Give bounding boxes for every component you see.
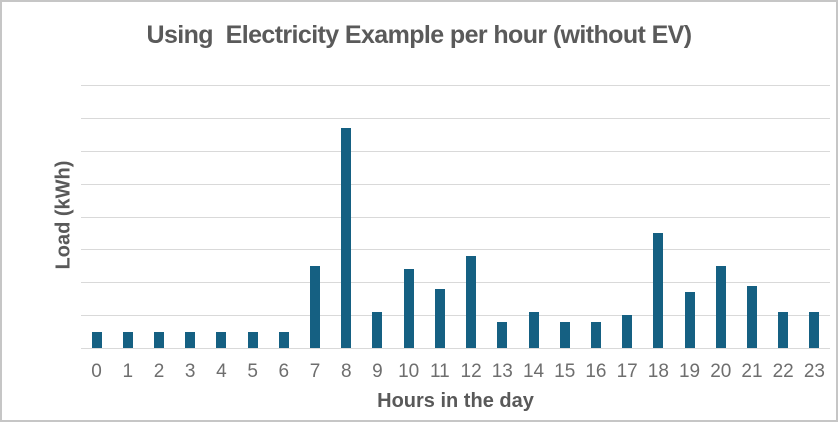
- x-tick-label-7: 7: [309, 361, 321, 382]
- x-tick-label-10: 10: [398, 361, 420, 382]
- bar-hour-3: [185, 331, 196, 348]
- chart-title: Using Electricity Example per hour (with…: [146, 21, 693, 49]
- gridline: [81, 183, 830, 185]
- x-tick-label-8: 8: [340, 361, 352, 382]
- bar-hour-15: [559, 321, 570, 348]
- bar-hour-4: [216, 331, 227, 348]
- bar-hour-0: [91, 331, 102, 348]
- x-axis-line: [81, 348, 830, 349]
- bar-hour-11: [434, 288, 445, 348]
- x-tick-label-13: 13: [491, 361, 513, 382]
- bar-hour-2: [154, 331, 165, 348]
- bar-hour-20: [715, 265, 726, 348]
- bar-hour-9: [372, 311, 383, 348]
- bar-hour-18: [653, 232, 664, 348]
- bar-hour-19: [684, 292, 695, 348]
- x-tick-label-15: 15: [554, 361, 576, 382]
- bar-hour-13: [497, 321, 508, 348]
- x-tick-label-1: 1: [122, 361, 134, 382]
- bar-hour-7: [310, 265, 321, 348]
- x-tick-label-0: 0: [91, 361, 102, 382]
- bar-hour-12: [466, 255, 477, 348]
- bar-hour-1: [122, 331, 133, 348]
- x-tick-label-22: 22: [772, 361, 794, 382]
- bar-hour-5: [247, 331, 258, 348]
- bar-hour-14: [528, 311, 539, 348]
- x-tick-label-11: 11: [430, 361, 450, 382]
- x-tick-label-5: 5: [247, 361, 258, 382]
- bar-hour-22: [778, 311, 789, 348]
- gridline: [81, 150, 830, 152]
- bar-hour-6: [278, 331, 289, 348]
- gridline: [81, 282, 830, 284]
- x-tick-label-20: 20: [710, 361, 732, 382]
- x-tick-label-16: 16: [585, 361, 607, 382]
- x-tick-label-12: 12: [460, 361, 482, 382]
- x-axis-tick-labels: 0 1 2 3 4 5 6 7 8 9 10 11 12 13 14 15 16 17 18 19 20 21 22 23: [81, 361, 830, 383]
- x-tick-label-18: 18: [647, 361, 669, 382]
- gridline: [81, 216, 830, 218]
- x-tick-label-4: 4: [216, 361, 227, 382]
- bar-hour-21: [746, 285, 757, 348]
- x-tick-label-9: 9: [372, 361, 383, 382]
- x-tick-label-3: 3: [184, 361, 196, 382]
- bar-hour-8: [341, 127, 352, 348]
- x-tick-label-17: 17: [616, 361, 638, 382]
- x-tick-label-6: 6: [278, 361, 290, 382]
- bar-hour-23: [809, 311, 820, 348]
- gridline: [81, 249, 830, 251]
- bar-hour-17: [622, 315, 633, 348]
- plot-area: [81, 85, 830, 349]
- bar-hour-10: [403, 269, 414, 348]
- gridline: [81, 85, 830, 86]
- gridline: [81, 117, 830, 119]
- x-tick-label-2: 2: [153, 361, 165, 382]
- x-tick-label-19: 19: [678, 361, 701, 382]
- x-axis-title: Hours in the day: [377, 390, 534, 412]
- y-axis-title: Load (kWh): [52, 160, 75, 270]
- x-tick-label-23: 23: [803, 361, 825, 382]
- bar-hour-16: [590, 321, 601, 348]
- x-tick-label-14: 14: [522, 361, 545, 382]
- x-tick-label-21: 21: [741, 361, 763, 382]
- gridline: [81, 315, 830, 317]
